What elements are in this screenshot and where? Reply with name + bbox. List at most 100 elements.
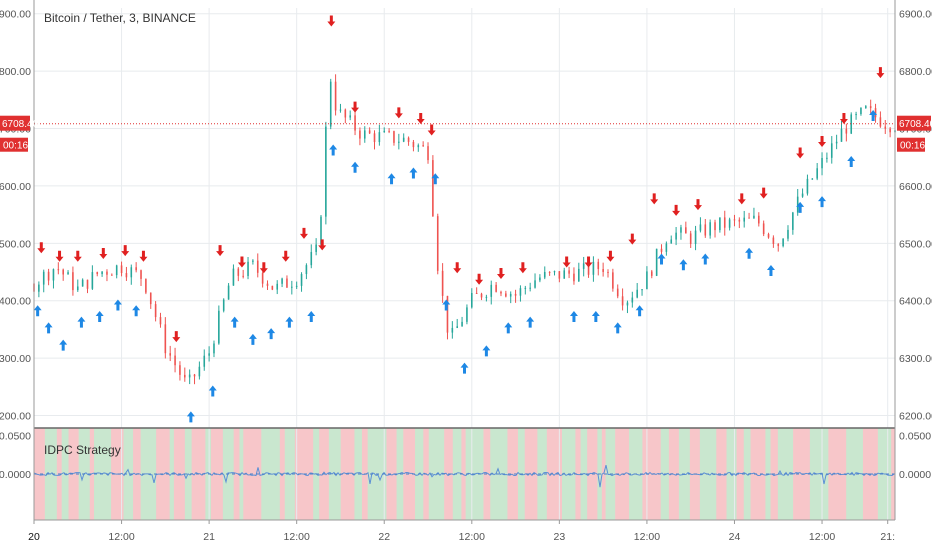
candle-body [213, 343, 215, 354]
buy-arrow [267, 328, 276, 340]
candle-body [607, 271, 609, 273]
x-tick-label: 22 [378, 531, 390, 543]
candle-body [203, 355, 206, 367]
indicator-band [452, 428, 462, 520]
candle-body [266, 283, 269, 286]
candle-body [772, 237, 775, 244]
candle-body [704, 224, 707, 236]
indicator-band [601, 428, 607, 520]
candle-body [689, 233, 692, 244]
sell-arrow [796, 147, 805, 159]
candle-body [363, 130, 366, 139]
candle-body [816, 168, 818, 179]
candle-body [874, 108, 877, 118]
candle-body [860, 107, 862, 115]
buy-arrow [796, 201, 805, 213]
indicator-band [507, 428, 519, 520]
candle-body [149, 292, 152, 305]
candle-body [762, 223, 765, 235]
candle-body [821, 158, 823, 169]
indicator-tick-label-right: 0.0000 [899, 469, 931, 481]
candle-body [787, 229, 789, 239]
candle-body [655, 248, 658, 276]
x-tick-label: 12:00 [284, 531, 310, 543]
y-tick-label-right: 6200.00 [899, 411, 932, 423]
indicator-band [546, 428, 563, 520]
sell-arrow [453, 262, 462, 274]
sell-arrow [55, 250, 64, 262]
candle-body [140, 270, 142, 279]
candle-body [879, 117, 882, 127]
candle-body [67, 272, 69, 275]
candle-body [685, 227, 687, 234]
indicator-band [736, 428, 745, 520]
buy-arrow [77, 316, 86, 328]
candle-body [334, 81, 337, 111]
sell-arrow [427, 124, 436, 136]
indicator-band [403, 428, 416, 520]
countdown-badge-text: 00:16 [900, 141, 925, 152]
indicator-band [386, 428, 398, 520]
buy-arrow [818, 196, 827, 208]
indicator-band [123, 428, 134, 520]
buy-arrow [613, 322, 622, 334]
candle-body [62, 269, 64, 275]
candle-body [368, 130, 371, 134]
sell-arrow [139, 250, 148, 262]
candle-body [650, 271, 653, 276]
candle-body [247, 261, 249, 276]
sell-arrow [327, 15, 336, 27]
last-price-badge-text: 6708.40 [899, 119, 932, 130]
candle-body [612, 272, 614, 289]
buy-arrow [248, 333, 257, 345]
buy-arrow [230, 316, 239, 328]
candle-body [398, 141, 400, 143]
candle-body [767, 234, 770, 238]
candle-body [621, 296, 624, 306]
candle-body [276, 283, 279, 290]
candle-body [252, 260, 254, 262]
buy-arrow [132, 305, 141, 317]
candle-body [573, 273, 575, 282]
buy-arrow [504, 322, 513, 334]
y-tick-label-left: 6400.00 [0, 296, 31, 308]
candle-body [432, 160, 434, 217]
candle-body [641, 289, 643, 291]
x-tick-label: 23 [554, 531, 566, 543]
candle-body [256, 260, 259, 273]
candle-body [509, 293, 512, 297]
sell-arrow [584, 256, 593, 268]
signals [33, 15, 885, 423]
sell-arrow [475, 273, 484, 285]
buy-arrow [307, 310, 316, 322]
candle-body [300, 274, 303, 286]
candle-body [310, 251, 313, 266]
candle-body [796, 196, 799, 213]
buy-arrow [657, 253, 666, 265]
buy-arrow [869, 110, 878, 122]
candle-body [563, 270, 566, 279]
candle-body [548, 271, 551, 273]
candle-body [286, 278, 288, 288]
candle-body [378, 132, 381, 143]
buy-arrow [409, 167, 418, 179]
indicator-band [483, 428, 491, 520]
indicator-band [716, 428, 727, 520]
candle-body [52, 269, 55, 281]
candle-body [383, 130, 386, 133]
sell-arrow [237, 256, 246, 268]
indicator-tick-label-left: 0.0500 [0, 431, 31, 443]
candle-body [227, 285, 230, 300]
indicator-band [461, 428, 467, 520]
candle-body [417, 145, 420, 148]
candle-body [339, 109, 342, 111]
sell-arrow [259, 262, 268, 274]
y-tick-label-right: 6500.00 [899, 238, 932, 250]
buy-arrow [208, 385, 217, 397]
candle-body [694, 230, 697, 244]
candle-body [480, 293, 483, 298]
candle-body [111, 274, 113, 276]
buy-arrow [701, 253, 710, 265]
